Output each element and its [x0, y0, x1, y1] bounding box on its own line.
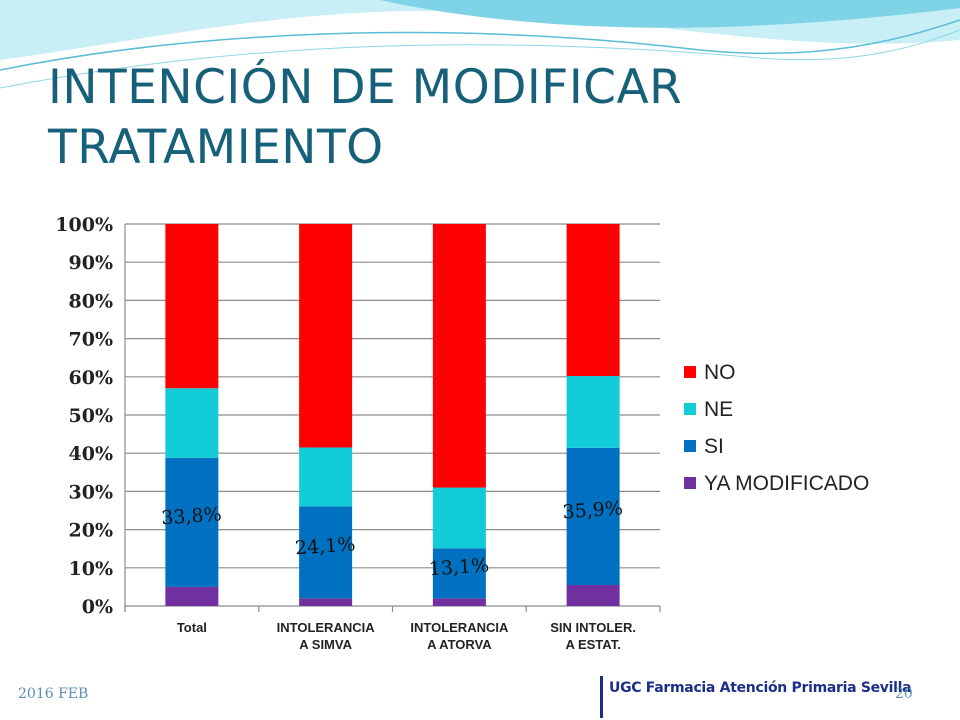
bar-segment [432, 487, 486, 549]
legend-label: NE [704, 398, 733, 421]
y-tick-label: 90% [69, 252, 114, 274]
bar-segment [299, 224, 353, 448]
bar-segment [432, 598, 486, 606]
x-category-label: INTOLERANCIA A ATORVA [410, 620, 509, 652]
y-tick-label: 20% [69, 520, 114, 542]
legend-swatch [684, 477, 696, 489]
page-number: 20 [895, 686, 913, 702]
legend-swatch [684, 440, 696, 452]
x-category-label: SIN INTOLER. A ESTAT. [550, 620, 636, 652]
data-label: 33,8% [161, 503, 223, 529]
y-tick-label: 0% [82, 596, 113, 618]
data-label: 13,1% [428, 554, 490, 580]
bar-segment [299, 598, 353, 606]
x-category-label: INTOLERANCIA A SIMVA [277, 620, 376, 652]
bar-segment [566, 584, 620, 606]
bar-segment [165, 586, 219, 606]
bar-segment [165, 388, 219, 458]
y-tick-label: 80% [69, 290, 114, 312]
bar-segment [165, 224, 219, 389]
legend-label: NO [704, 361, 736, 384]
legend-label: YA MODIFICADO [704, 472, 869, 495]
legend-swatch [684, 366, 696, 378]
footer-organization-label: UGC Farmacia Atención Primaria Sevilla [609, 680, 912, 696]
stacked-bar-chart: 0% 10% 20% 30% 40% 50% 60% 70% 80% 90% 100% Total I… [55, 214, 869, 652]
bar-segment [566, 224, 620, 377]
y-tick-label: 70% [69, 329, 114, 351]
y-tick-label: 30% [69, 481, 114, 503]
bar-segment [432, 224, 486, 488]
bar-segment [566, 376, 620, 448]
bar-segment [165, 457, 219, 587]
legend: NO NE SI YA MODIFICADO [684, 361, 869, 495]
y-tick-label: 40% [69, 443, 114, 465]
legend-label: SI [704, 435, 724, 458]
bar-segment [299, 447, 353, 507]
slide-title: INTENCIÓN DE MODIFICAR TRATAMIENTO [48, 60, 683, 175]
bar-segment [299, 506, 353, 599]
bars [165, 224, 620, 606]
bar-segment [432, 548, 486, 599]
y-tick-label: 50% [69, 405, 114, 427]
y-tick-label: 100% [55, 214, 113, 236]
header-wave-decoration [0, 0, 960, 89]
y-tick-label: 60% [69, 367, 114, 389]
legend-swatch [684, 403, 696, 415]
footer-date: 2016 FEB [18, 686, 89, 702]
y-axis: 0% 10% 20% 30% 40% 50% 60% 70% 80% 90% 100% [55, 214, 126, 618]
footer-organization: UGC Farmacia Atención Primaria Sevilla [600, 676, 912, 718]
data-label: 35,9% [562, 497, 624, 523]
data-labels: 33,8% 24,1% 13,1% 35,9% [161, 497, 624, 580]
x-axis: Total INTOLERANCIA A SIMVA INTOLERANCIA A AT… [124, 606, 661, 652]
data-label: 24,1% [294, 533, 356, 559]
x-category-label: Total [177, 620, 207, 635]
y-tick-label: 10% [69, 558, 114, 580]
bar-segment [566, 447, 620, 585]
